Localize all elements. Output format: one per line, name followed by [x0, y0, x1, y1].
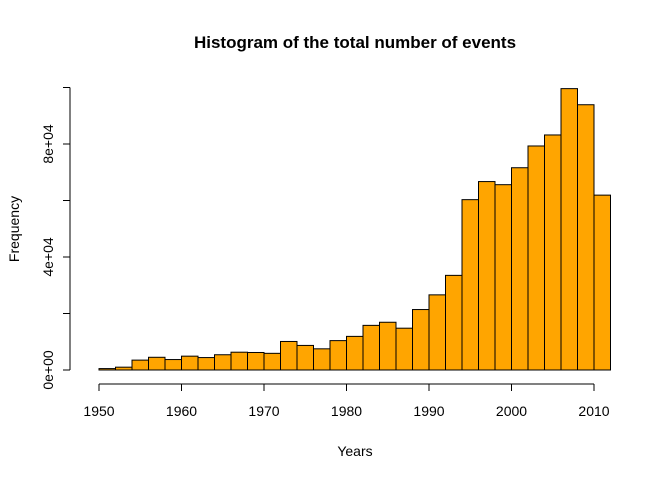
histogram-bar-1958 — [164, 359, 182, 371]
histogram-bar-1966 — [230, 351, 248, 371]
x-tick-label-1970: 1970 — [248, 403, 279, 419]
y-axis-label: Frequency — [6, 196, 22, 262]
histogram-bar-2002 — [527, 145, 545, 371]
x-axis-label: Years — [337, 443, 372, 459]
histogram-bar-1950 — [98, 368, 116, 371]
histogram-bar-1994 — [461, 199, 479, 371]
histogram-bar-2006 — [560, 88, 578, 371]
histogram-bar-1992 — [445, 274, 463, 371]
x-tick-label-2000: 2000 — [496, 403, 527, 419]
histogram-bar-1954 — [131, 359, 149, 371]
histogram-bar-1988 — [412, 309, 430, 371]
histogram-bar-2008 — [577, 104, 595, 371]
histogram-bar-1990 — [428, 294, 446, 371]
histogram-bar-1952 — [115, 366, 133, 371]
histogram-bar-1978 — [329, 340, 347, 371]
histogram-bar-1968 — [247, 351, 265, 371]
histogram-bar-1982 — [362, 324, 380, 371]
y-axis: 0e+00 4e+04 8e+04 — [40, 87, 71, 390]
histogram-bar-1960 — [181, 355, 199, 371]
histogram-bar-1964 — [214, 354, 232, 371]
chart-title: Histogram of the total number of events — [194, 33, 516, 52]
x-tick-label-2010: 2010 — [578, 403, 609, 419]
y-tick-label-0: 0e+00 — [40, 350, 56, 390]
x-tick-label-1950: 1950 — [83, 403, 114, 419]
bars-group — [98, 88, 611, 371]
histogram-bar-1974 — [296, 344, 314, 371]
x-tick-label-1980: 1980 — [331, 403, 362, 419]
x-tick-label-1960: 1960 — [166, 403, 197, 419]
histogram-bar-1972 — [280, 340, 298, 371]
histogram-bar-1956 — [148, 356, 166, 371]
x-axis: 1950 1960 1970 1980 1990 2000 2010 — [83, 383, 610, 419]
histogram-bar-1998 — [494, 184, 512, 371]
histogram-bar-1962 — [197, 357, 215, 371]
histogram-bar-2000 — [511, 167, 529, 371]
histogram-bar-1984 — [379, 321, 397, 371]
y-tick-label-40000: 4e+04 — [40, 237, 56, 277]
histogram-bar-1996 — [478, 181, 496, 371]
y-tick-label-80000: 8e+04 — [40, 124, 56, 164]
histogram-bar-1980 — [346, 335, 364, 371]
histogram-bar-2004 — [544, 134, 562, 371]
histogram-bar-2010 — [593, 194, 611, 371]
x-tick-label-1990: 1990 — [413, 403, 444, 419]
histogram-bar-1970 — [263, 352, 281, 371]
histogram-bar-1976 — [313, 348, 331, 371]
histogram-bar-1986 — [395, 327, 413, 371]
